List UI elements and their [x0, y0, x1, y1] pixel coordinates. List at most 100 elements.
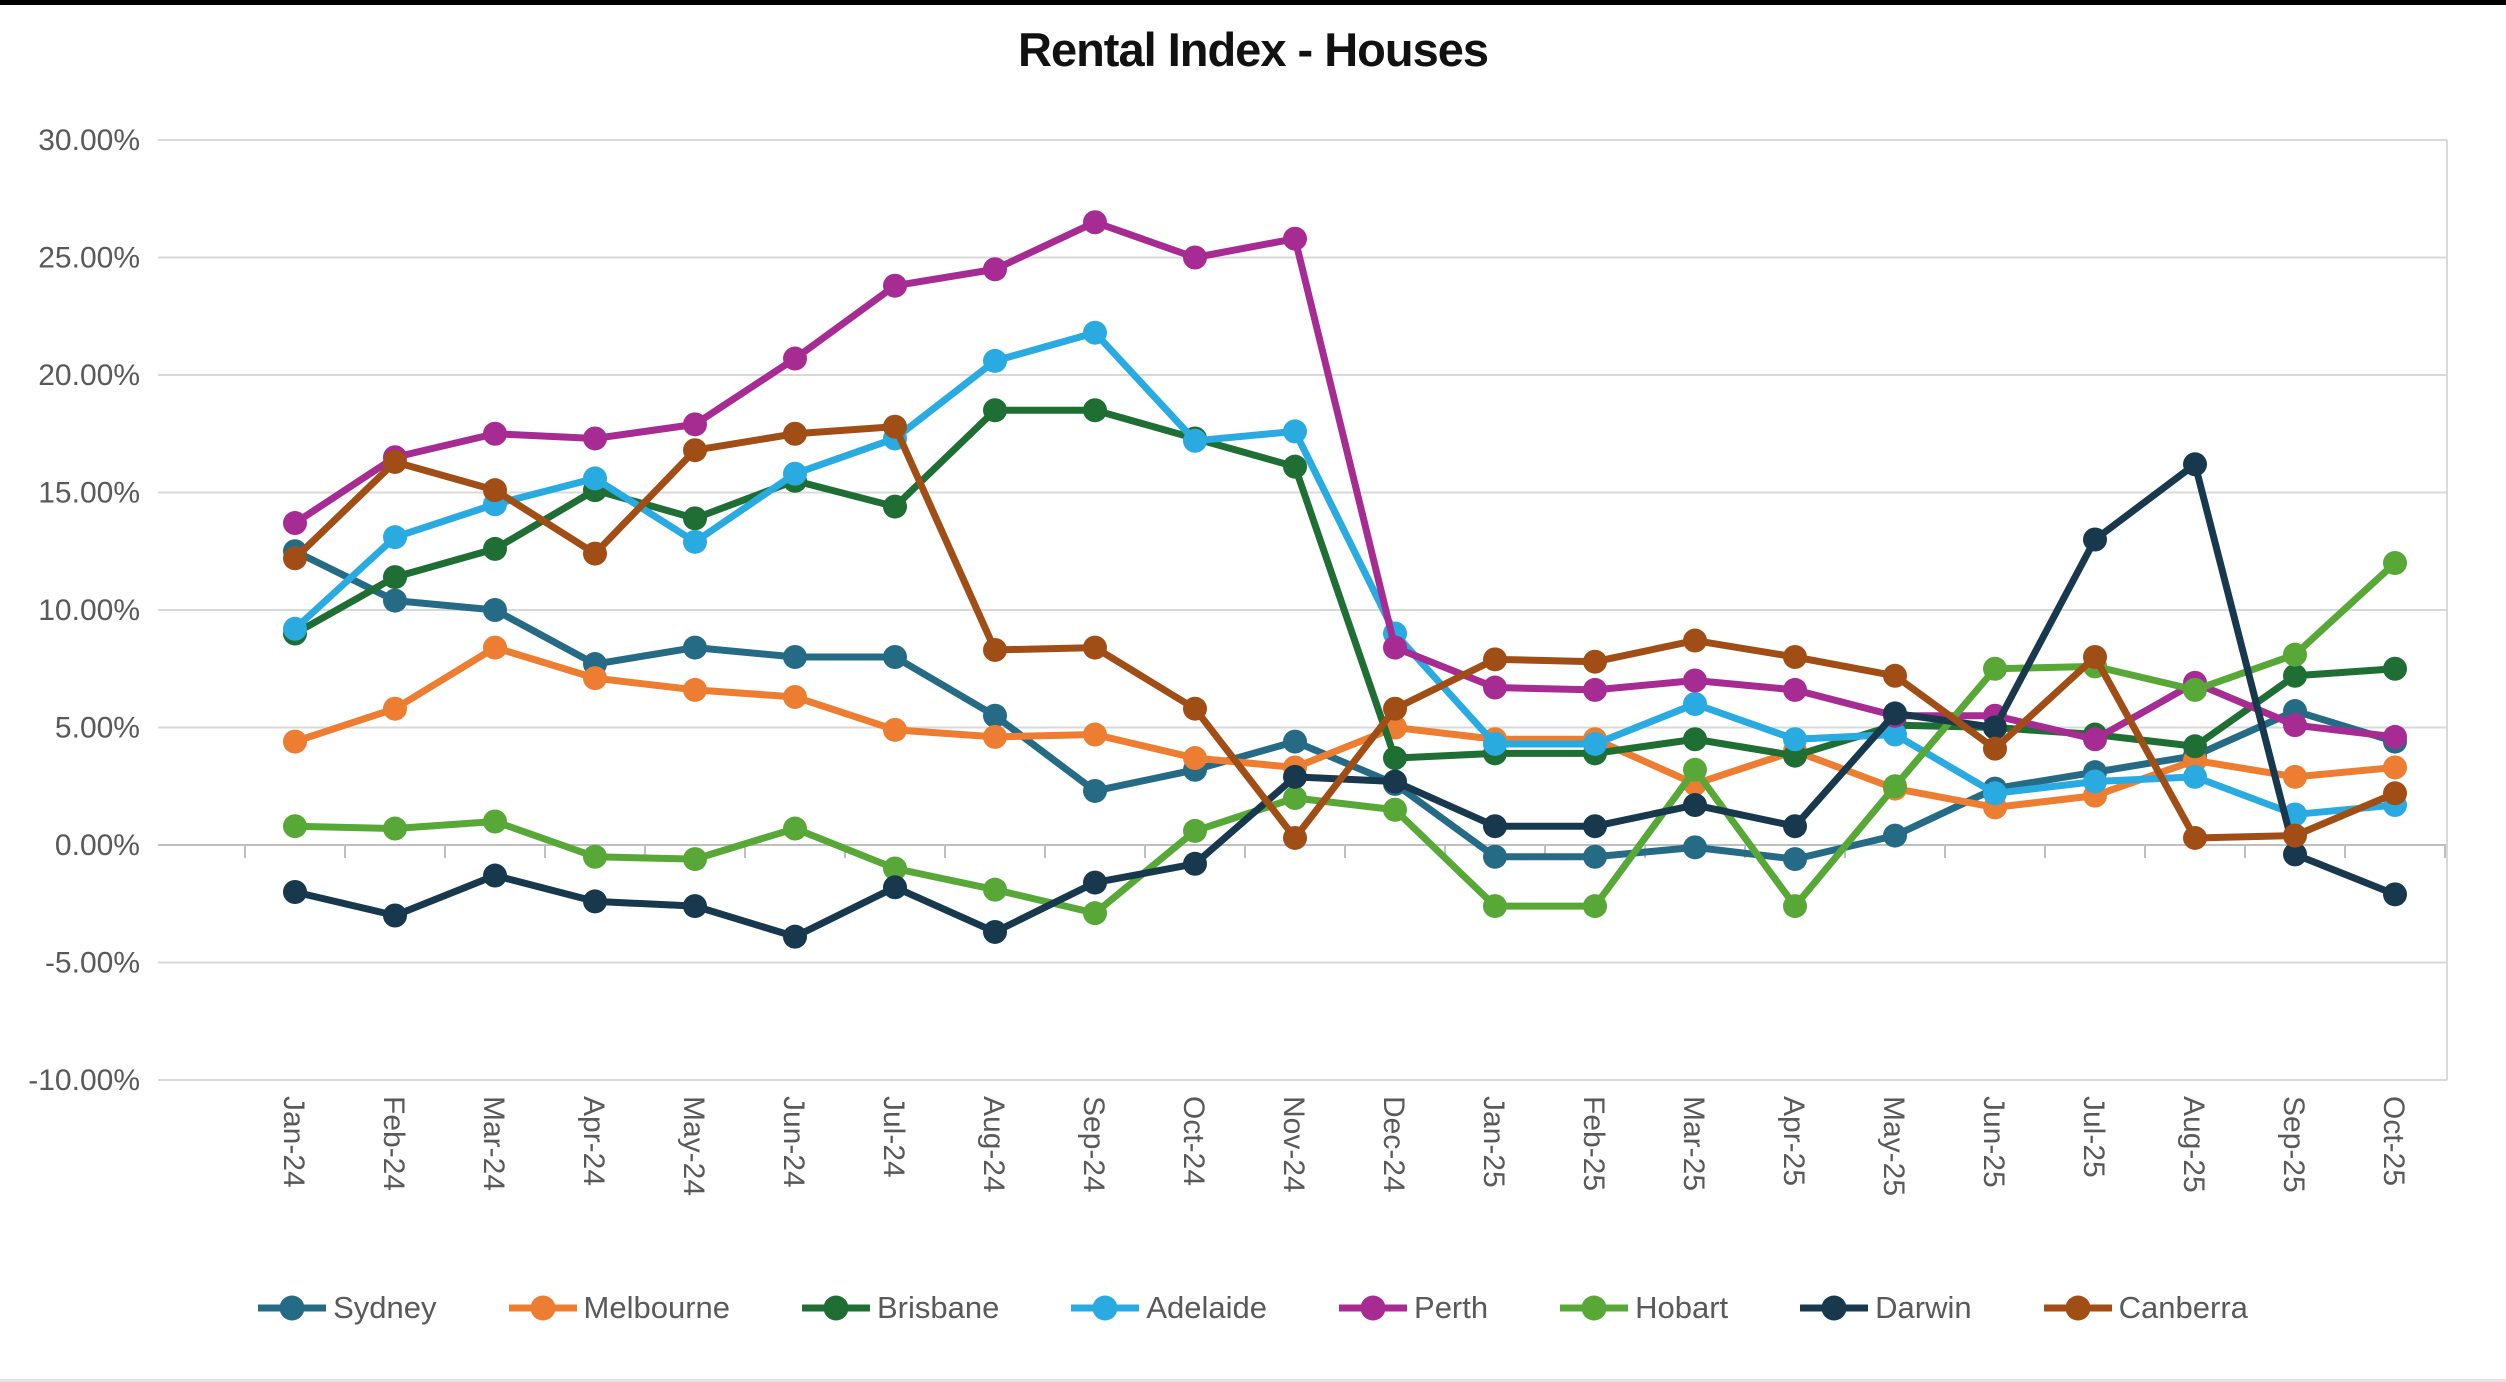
y-axis-tick-label: 20.00%	[38, 359, 140, 392]
data-point-sydney-Feb-24	[383, 588, 407, 613]
chart-title: Rental Index - Houses	[1018, 23, 1489, 76]
data-point-darwin-Jun-24	[783, 924, 807, 949]
data-point-darwin-Jan-25	[1483, 814, 1507, 839]
legend-marker-icon	[802, 1295, 870, 1321]
x-axis-tick-label: Jun-24	[777, 1096, 810, 1188]
data-point-brisbane-Feb-24	[383, 565, 407, 590]
data-point-canberra-Mar-24	[483, 478, 507, 503]
data-point-canberra-Apr-25	[1783, 645, 1807, 669]
data-point-hobart-Mar-25	[1683, 757, 1707, 782]
legend-item-sydney[interactable]: Sydney	[258, 1290, 437, 1326]
data-point-hobart-Apr-25	[1783, 894, 1807, 919]
data-point-melbourne-Feb-24	[383, 696, 407, 721]
data-point-perth-Mar-24	[483, 421, 507, 446]
data-point-hobart-Jul-24	[883, 856, 907, 881]
legend-label: Hobart	[1635, 1290, 1729, 1325]
data-point-brisbane-Aug-24	[983, 398, 1007, 423]
legend-label: Sydney	[333, 1290, 437, 1325]
legend-item-perth[interactable]: Perth	[1339, 1290, 1488, 1326]
series-darwin	[283, 452, 2407, 949]
legend-item-melbourne[interactable]: Melbourne	[508, 1290, 730, 1326]
data-point-melbourne-Oct-25	[2383, 755, 2407, 780]
data-point-canberra-Feb-25	[1583, 649, 1607, 674]
data-point-brisbane-Mar-24	[483, 536, 507, 561]
data-point-canberra-Oct-25	[2383, 781, 2407, 806]
data-point-canberra-Jul-24	[883, 414, 907, 439]
data-point-brisbane-Dec-24	[1383, 746, 1407, 771]
legend-item-adelaide[interactable]: Adelaide	[1071, 1290, 1267, 1326]
data-point-darwin-May-25	[1883, 701, 1907, 726]
data-point-brisbane-Nov-24	[1283, 454, 1307, 479]
x-axis-tick-label: Sep-25	[2277, 1096, 2310, 1193]
data-point-sydney-Aug-24	[983, 703, 1007, 728]
data-point-melbourne-Apr-24	[583, 666, 607, 691]
x-axis-tick-label: Jun-25	[1977, 1096, 2010, 1188]
data-point-perth-Aug-24	[983, 257, 1007, 282]
x-axis-tick-label: Dec-24	[1377, 1096, 1410, 1193]
data-point-hobart-Jan-24	[283, 814, 307, 839]
y-axis-tick-label: 10.00%	[38, 594, 140, 627]
x-axis-tick-label: Aug-25	[2177, 1096, 2210, 1193]
data-point-darwin-Jan-24	[283, 880, 307, 904]
data-point-melbourne-Jul-24	[883, 717, 907, 742]
data-point-darwin-Mar-24	[483, 863, 507, 888]
data-point-sydney-Mar-24	[483, 598, 507, 622]
data-point-adelaide-Jan-25	[1483, 731, 1507, 756]
data-point-hobart-Jun-25	[1983, 656, 2007, 681]
data-point-darwin-Apr-25	[1783, 814, 1807, 839]
data-point-melbourne-May-24	[683, 677, 707, 702]
data-point-hobart-Aug-24	[983, 877, 1007, 902]
data-point-adelaide-Aug-25	[2183, 764, 2207, 789]
data-point-darwin-Nov-24	[1283, 764, 1307, 789]
data-point-sydney-Jan-25	[1483, 844, 1507, 869]
data-point-perth-Sep-24	[1083, 210, 1107, 235]
data-point-canberra-Mar-25	[1683, 628, 1707, 653]
chart-legend: Sydney Melbourne Brisbane Adelaide Perth Hoba…	[0, 1290, 2506, 1326]
data-point-canberra-Jan-25	[1483, 647, 1507, 672]
legend-label: Adelaide	[1146, 1290, 1268, 1325]
legend-item-canberra[interactable]: Canberra	[2043, 1290, 2248, 1326]
legend-marker-icon	[2043, 1295, 2112, 1321]
data-point-canberra-Aug-25	[2183, 825, 2207, 850]
data-point-hobart-Apr-24	[583, 844, 607, 869]
legend-item-darwin[interactable]: Darwin	[1800, 1290, 1972, 1326]
legend-label: Canberra	[2118, 1290, 2248, 1325]
legend-marker-icon	[508, 1295, 577, 1321]
data-point-hobart-Sep-24	[1083, 901, 1107, 926]
data-point-darwin-Sep-25	[2283, 842, 2307, 867]
data-point-adelaide-May-25	[1883, 722, 1907, 747]
data-point-darwin-Oct-24	[1183, 851, 1207, 876]
legend-marker-icon	[1800, 1295, 1869, 1321]
data-point-adelaide-Jul-25	[2083, 769, 2107, 794]
legend-marker-icon	[258, 1295, 327, 1321]
data-point-canberra-Feb-24	[383, 449, 407, 474]
data-point-darwin-Oct-25	[2383, 882, 2407, 907]
data-point-perth-Jan-25	[1483, 675, 1507, 700]
data-point-adelaide-Sep-24	[1083, 320, 1107, 345]
legend-item-hobart[interactable]: Hobart	[1560, 1290, 1728, 1326]
data-point-perth-Jul-25	[2083, 727, 2107, 752]
data-point-darwin-Feb-24	[383, 903, 407, 928]
series-perth	[283, 210, 2407, 752]
legend-item-brisbane[interactable]: Brisbane	[802, 1290, 999, 1326]
data-point-darwin-May-24	[683, 894, 707, 919]
data-point-canberra-May-24	[683, 438, 707, 463]
data-point-melbourne-Oct-24	[1183, 746, 1207, 771]
data-point-sydney-Mar-25	[1683, 835, 1707, 860]
data-point-canberra-Jun-24	[783, 421, 807, 446]
data-point-melbourne-Mar-24	[483, 635, 507, 660]
y-axis-tick-label: 5.00%	[55, 712, 140, 745]
legend-marker-icon	[1560, 1295, 1629, 1321]
data-point-brisbane-Apr-25	[1783, 743, 1807, 768]
data-point-perth-Dec-24	[1383, 635, 1407, 660]
data-point-perth-Jun-24	[783, 346, 807, 371]
data-point-adelaide-Mar-25	[1683, 692, 1707, 716]
data-point-hobart-May-25	[1883, 774, 1907, 799]
data-point-canberra-Sep-25	[2283, 823, 2307, 848]
data-point-melbourne-Jan-24	[283, 729, 307, 754]
series-hobart	[283, 551, 2407, 926]
data-point-melbourne-Aug-24	[983, 724, 1007, 749]
data-point-hobart-Oct-24	[1183, 818, 1207, 843]
data-point-darwin-Aug-24	[983, 919, 1007, 944]
data-point-melbourne-Sep-25	[2283, 764, 2307, 789]
